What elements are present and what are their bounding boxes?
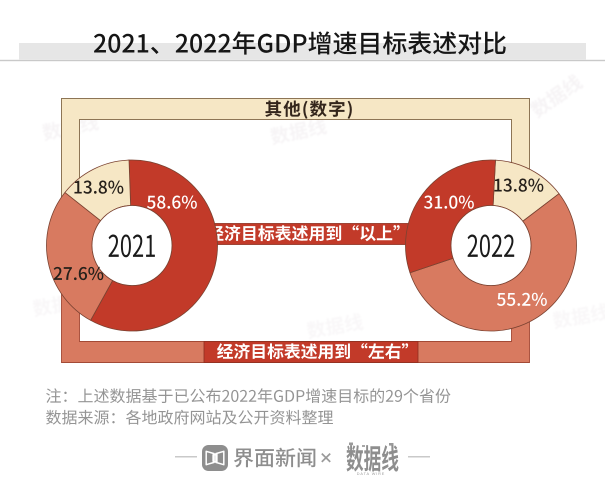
svg-text:DATA WIRE: DATA WIRE [357, 472, 385, 476]
